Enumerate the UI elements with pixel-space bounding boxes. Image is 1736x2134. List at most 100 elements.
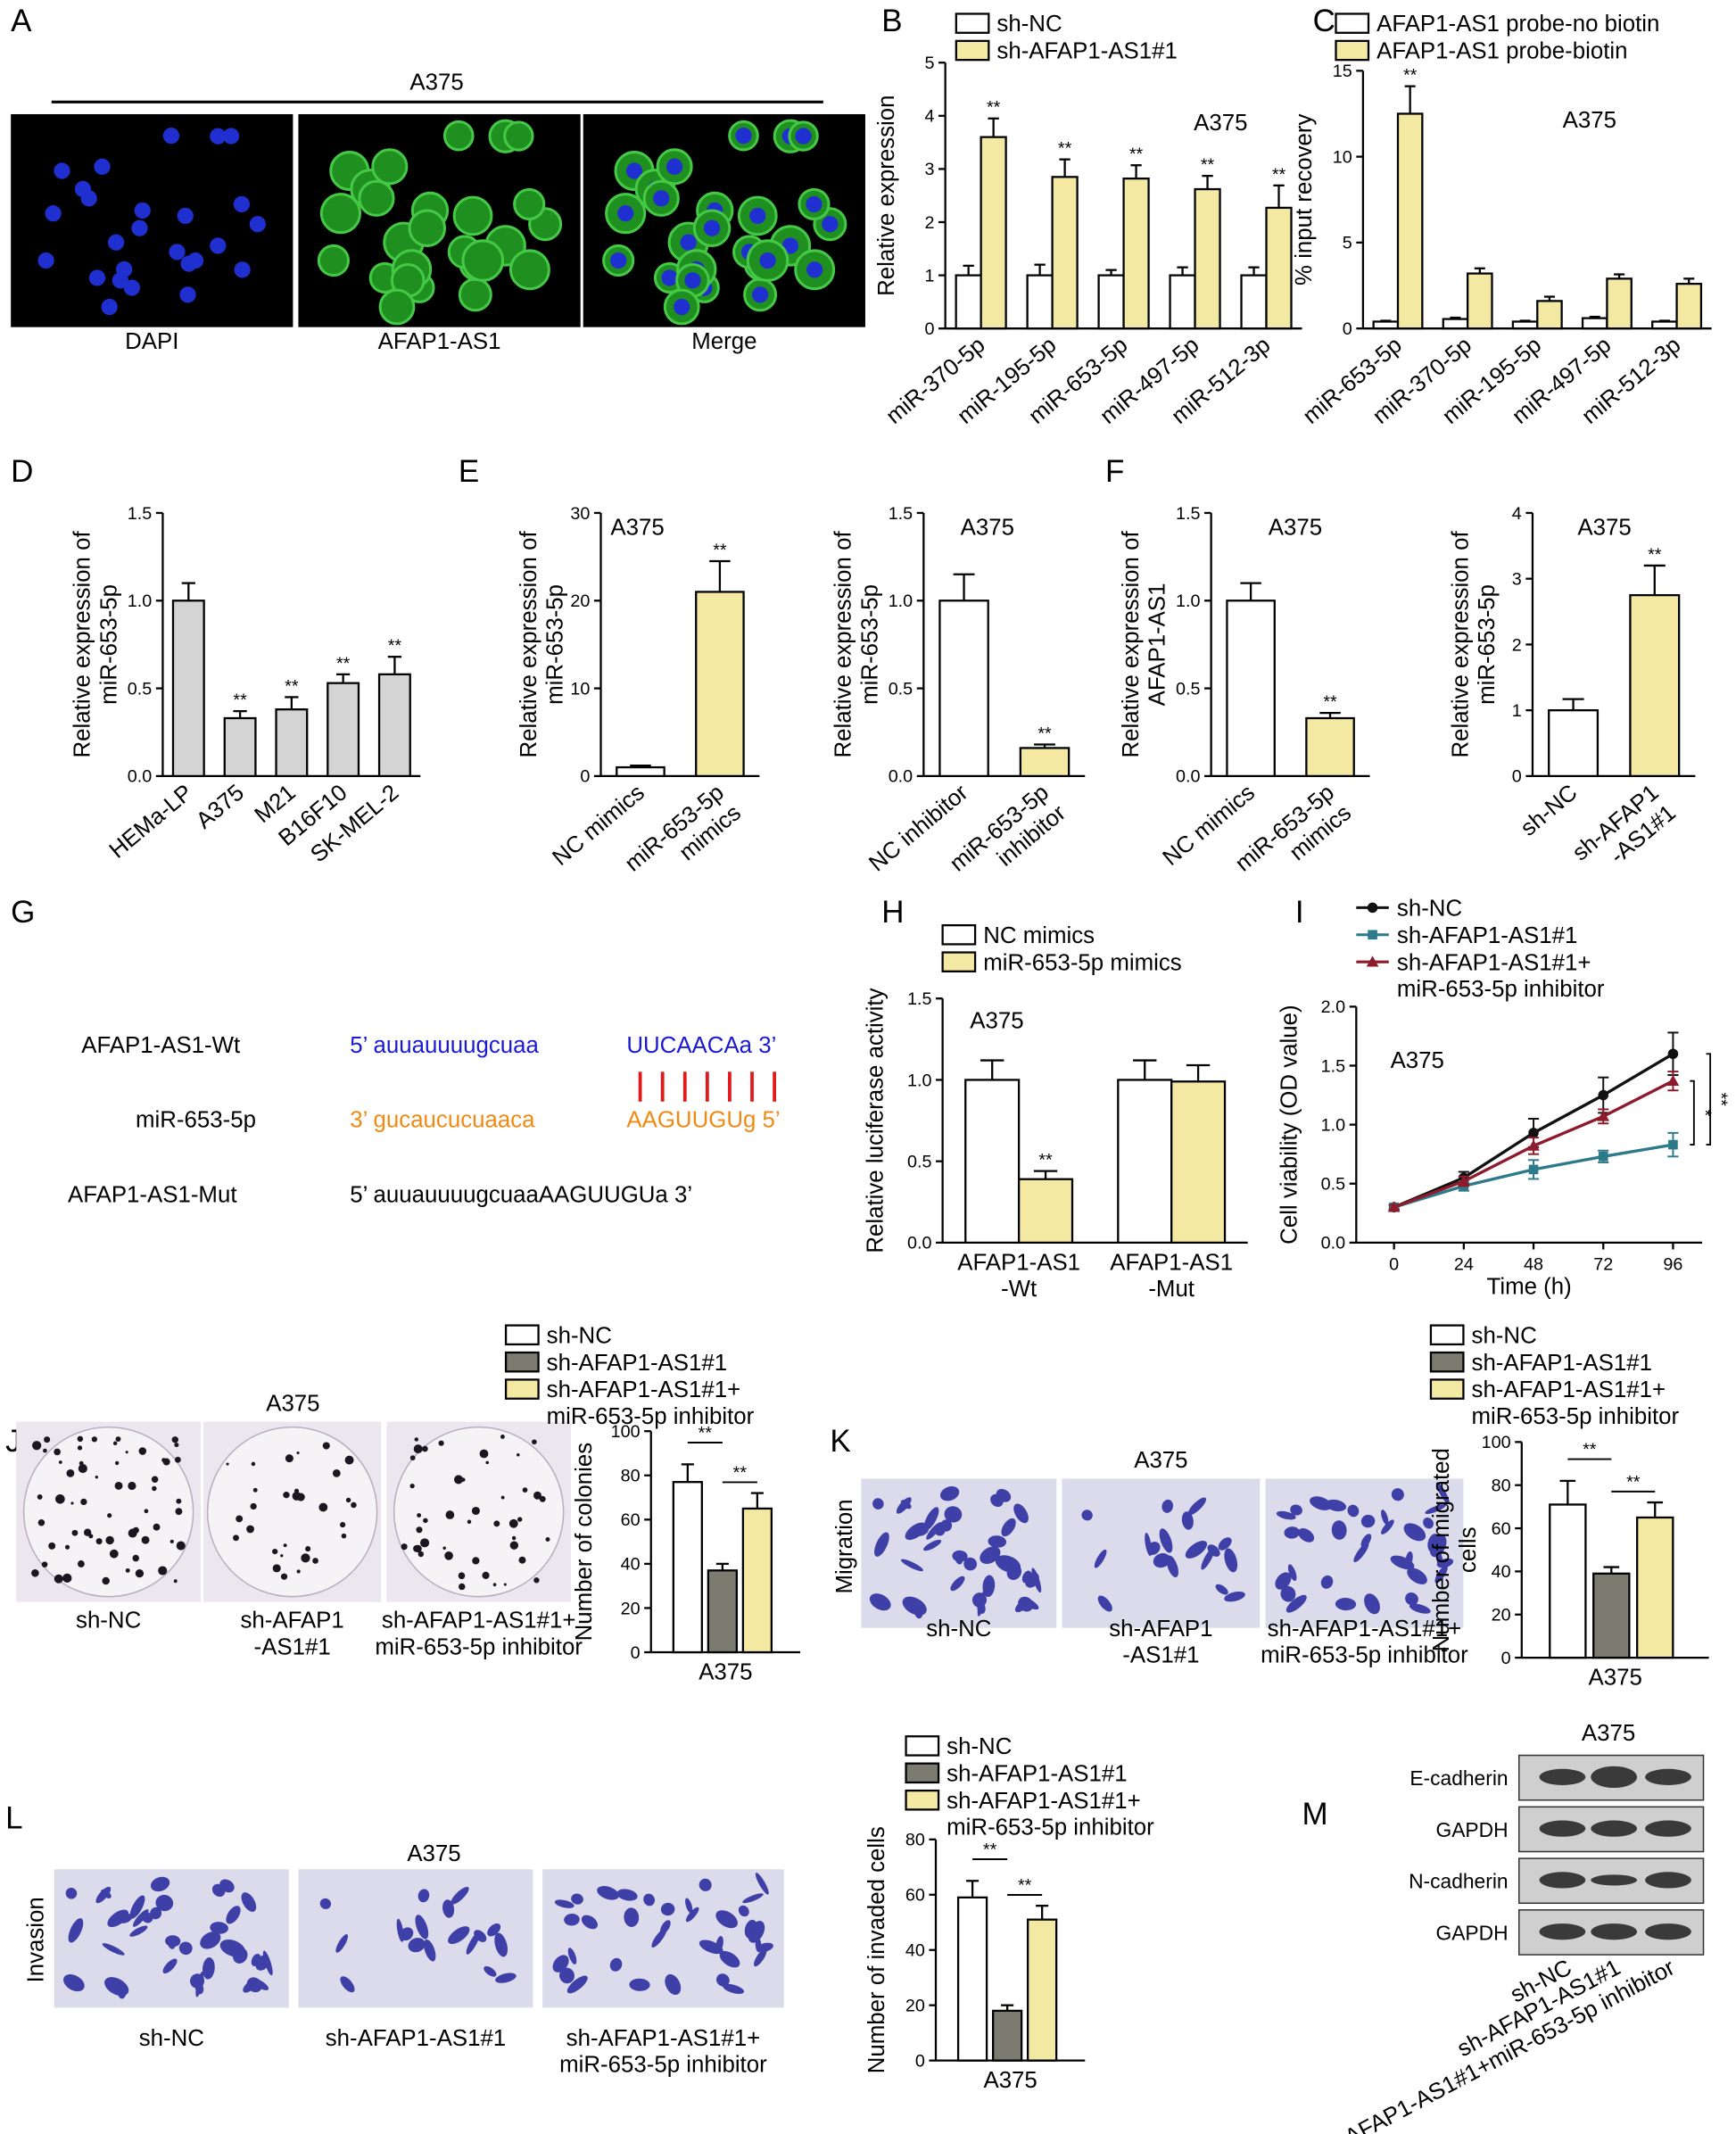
cell: [1001, 1518, 1016, 1537]
band: [1645, 1872, 1691, 1889]
y-tick-label: 1.5: [128, 504, 152, 524]
colony: [479, 1449, 489, 1459]
cell: [923, 1539, 942, 1551]
colony: [472, 1557, 480, 1565]
colony: [70, 1501, 74, 1505]
colony: [78, 1560, 85, 1567]
legend-label: AFAP1-AS1 probe-biotin: [1376, 39, 1627, 64]
y-tick-label: 0: [580, 767, 590, 787]
image-label: sh-AFAP1-AS1#1: [326, 2026, 506, 2051]
cell: [101, 1889, 112, 1898]
colony: [283, 1491, 290, 1499]
cell: [748, 1921, 765, 1943]
cell: [1298, 1528, 1315, 1543]
nucleus: [806, 195, 823, 213]
row-label: GAPDH: [1436, 1921, 1509, 1944]
nucleus: [80, 190, 97, 207]
cell: [129, 1925, 148, 1937]
y-tick-label: 0: [631, 1643, 641, 1663]
legend-label: sh-AFAP1-AS1#1+ miR-653-5p inhibitor: [1397, 950, 1605, 1002]
y-tick-label: 0.0: [889, 767, 913, 787]
cell: [241, 1892, 257, 1912]
band: [1591, 1923, 1638, 1940]
band: [1645, 1820, 1691, 1837]
nucleus: [45, 205, 62, 222]
cell: [1435, 1482, 1450, 1504]
cell: [1275, 1572, 1292, 1590]
cell: [251, 1953, 261, 1966]
cell: [988, 1535, 1007, 1548]
cell: [742, 1893, 764, 1904]
significance: **: [733, 1463, 748, 1483]
colony: [518, 1556, 526, 1564]
image-label: sh-AFAP1-AS1#1+ miR-653-5p inhibitor: [559, 2026, 767, 2078]
bar: [1372, 320, 1400, 330]
cell: [200, 1931, 221, 1949]
cell: [902, 1596, 927, 1616]
legend-swatch: [1335, 12, 1370, 34]
colony: [413, 1444, 423, 1454]
image-label: AFAP1-AS1: [378, 329, 501, 354]
cell: [699, 1878, 712, 1891]
bar: [1170, 1080, 1227, 1245]
cell: [210, 1922, 228, 1934]
panel-letter: H: [881, 895, 904, 930]
cell: [1331, 1520, 1347, 1540]
bar: [938, 600, 989, 778]
colony: [341, 1533, 347, 1539]
cell: [559, 1967, 575, 1984]
band: [1539, 1872, 1586, 1889]
cell: [955, 1552, 963, 1565]
colony: [272, 1564, 281, 1573]
colony: [471, 1506, 480, 1516]
colony: [511, 1535, 517, 1541]
significance: **: [987, 98, 1001, 118]
cell: [452, 195, 493, 236]
cell: [155, 1894, 174, 1912]
cell: [915, 1526, 929, 1536]
y-tick-label: 2: [925, 213, 935, 233]
point: [1597, 1110, 1610, 1121]
bar: [1194, 187, 1221, 330]
bar: [1536, 300, 1563, 330]
y-tick-label: 10: [570, 679, 590, 699]
bar: [1581, 317, 1608, 330]
colony: [322, 1442, 330, 1450]
bar: [1675, 282, 1703, 330]
image-label: sh-NC: [139, 2026, 204, 2051]
colony: [482, 1571, 490, 1579]
y-axis-label: Relative expression of miR-653-5p: [70, 531, 122, 758]
cell: [629, 1978, 650, 1991]
colony: [517, 1517, 523, 1522]
significance: **: [1201, 155, 1215, 175]
band: [1645, 1923, 1691, 1940]
cell: [1381, 1510, 1389, 1526]
colony: [444, 1551, 453, 1560]
y-axis-label: Number of colonies: [572, 1443, 597, 1642]
cell: [358, 179, 395, 217]
nucleus: [759, 252, 776, 269]
cell: [1284, 1526, 1301, 1539]
cell: [1335, 1598, 1357, 1611]
colony: [37, 1493, 43, 1500]
colony: [500, 1495, 505, 1500]
y-axis-label: % input recovery: [1292, 114, 1317, 285]
cell: [262, 1950, 273, 1976]
legend-swatch: [955, 39, 990, 62]
significance: **: [388, 636, 402, 656]
legend-swatch: [905, 1735, 940, 1757]
y-axis-label: Relative expression of miR-653-5p: [831, 531, 883, 758]
cell: [950, 1576, 965, 1592]
colony: [409, 1483, 415, 1489]
nucleus: [88, 269, 106, 286]
y-tick-label: 3: [925, 160, 935, 179]
image-label: sh-NC: [926, 1617, 991, 1642]
colony: [445, 1510, 455, 1519]
nucleus: [186, 252, 204, 269]
annotation: A375: [1563, 108, 1616, 133]
nucleus: [233, 195, 251, 213]
nucleus: [249, 216, 266, 233]
y-tick-label: 2.0: [1321, 997, 1345, 1017]
cell: [1310, 1496, 1332, 1510]
